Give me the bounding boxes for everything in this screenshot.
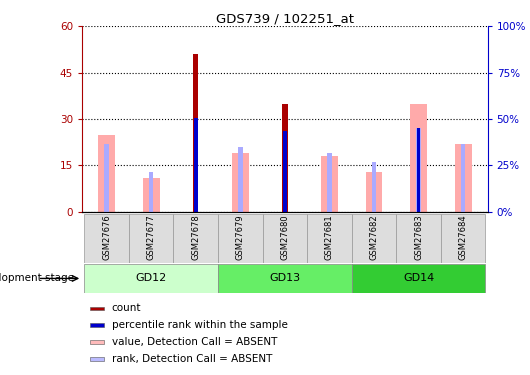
Bar [372, 162, 376, 212]
Text: GSM27678: GSM27678 [191, 214, 200, 260]
Text: GSM27676: GSM27676 [102, 214, 111, 260]
Text: GSM27684: GSM27684 [458, 214, 467, 260]
Text: GSM27683: GSM27683 [414, 214, 423, 260]
Text: rank, Detection Call = ABSENT: rank, Detection Call = ABSENT [112, 354, 272, 364]
Bar [98, 135, 115, 212]
Text: GSM27682: GSM27682 [369, 214, 378, 260]
Text: GSM27679: GSM27679 [236, 214, 245, 260]
Bar [90, 357, 104, 361]
Bar [396, 214, 441, 262]
Bar [84, 264, 218, 292]
Bar [218, 264, 352, 292]
Text: GD12: GD12 [136, 273, 167, 284]
Bar [143, 178, 160, 212]
Text: GSM27681: GSM27681 [325, 214, 334, 260]
Text: GSM27677: GSM27677 [147, 214, 156, 260]
Bar [218, 214, 262, 262]
Bar [104, 144, 109, 212]
Text: GD13: GD13 [269, 273, 301, 284]
Bar [417, 128, 420, 212]
Text: development stage: development stage [0, 273, 74, 284]
Bar [238, 147, 243, 212]
Bar [283, 132, 287, 212]
Bar [129, 214, 173, 262]
Bar [282, 128, 287, 212]
Bar [416, 128, 421, 212]
Text: GSM27680: GSM27680 [280, 214, 289, 260]
Bar [282, 104, 288, 212]
Text: count: count [112, 303, 142, 313]
Text: percentile rank within the sample: percentile rank within the sample [112, 320, 288, 330]
Bar [232, 153, 249, 212]
Title: GDS739 / 102251_at: GDS739 / 102251_at [216, 12, 354, 25]
Bar [149, 172, 154, 212]
Bar [307, 214, 352, 262]
Bar [84, 214, 129, 262]
Bar [173, 214, 218, 262]
Bar [262, 214, 307, 262]
Bar [193, 54, 198, 212]
Bar [352, 214, 396, 262]
Text: GD14: GD14 [403, 273, 434, 284]
Bar [352, 264, 485, 292]
Bar [410, 104, 427, 212]
Text: value, Detection Call = ABSENT: value, Detection Call = ABSENT [112, 337, 277, 347]
Bar [441, 214, 485, 262]
Bar [90, 324, 104, 327]
Bar [194, 117, 198, 212]
Bar [90, 307, 104, 310]
Bar [321, 156, 338, 212]
Bar [327, 153, 332, 212]
Bar [455, 144, 472, 212]
Bar [461, 144, 465, 212]
Bar [90, 340, 104, 344]
Bar [366, 172, 383, 212]
